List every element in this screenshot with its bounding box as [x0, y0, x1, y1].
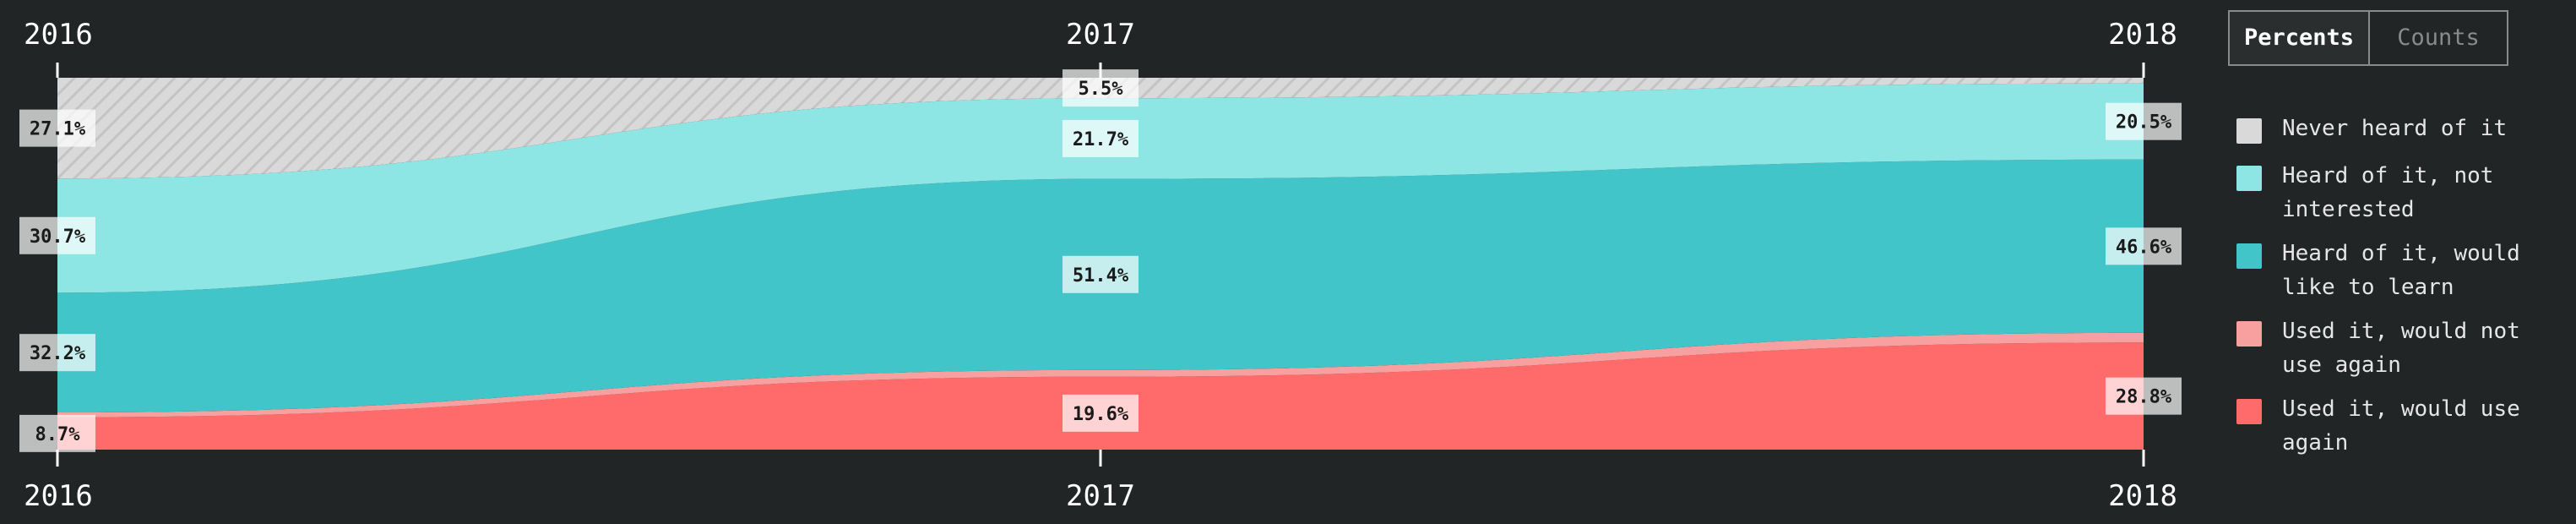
svg-text:32.2%: 32.2% [30, 343, 86, 364]
bottom-year-label-2018: 2018 [2108, 479, 2177, 513]
value-label: 46.6% [2106, 227, 2182, 265]
value-label: 21.7% [1062, 119, 1139, 157]
legend-swatch [2236, 118, 2262, 144]
legend-label: Heard of it, would like to learn [2282, 241, 2520, 300]
top-year-label-2017: 2017 [1066, 18, 1135, 52]
bottom-year-label-2017: 2017 [1066, 479, 1135, 513]
svg-text:30.7%: 30.7% [30, 227, 86, 248]
value-label: 20.5% [2106, 102, 2182, 140]
svg-text:27.1%: 27.1% [30, 119, 86, 140]
legend-swatch [2236, 243, 2262, 269]
legend-item-would-use-again[interactable]: Used it, would use again [2236, 392, 2569, 460]
legend-swatch [2236, 166, 2262, 191]
value-label: 28.8% [2106, 377, 2182, 415]
legend-item-would-like-to-learn[interactable]: Heard of it, would like to learn [2236, 237, 2569, 304]
value-label: 27.1% [19, 109, 95, 147]
svg-text:20.5%: 20.5% [2116, 112, 2172, 134]
legend-label: Used it, would use again [2282, 396, 2520, 456]
value-label: 32.2% [19, 334, 95, 372]
svg-text:46.6%: 46.6% [2116, 237, 2172, 258]
svg-text:8.7%: 8.7% [35, 424, 81, 445]
counts-toggle-button[interactable]: Counts [2368, 12, 2507, 64]
svg-text:51.4%: 51.4% [1073, 265, 1129, 287]
svg-text:28.8%: 28.8% [2116, 387, 2172, 408]
legend-label: Never heard of it [2282, 116, 2508, 141]
legend-item-would-not-use-again[interactable]: Used it, would not use again [2236, 314, 2569, 382]
value-label: 30.7% [19, 216, 95, 254]
area-heard-of-it-not-interested[interactable] [57, 83, 2144, 293]
svg-text:21.7%: 21.7% [1073, 129, 1129, 150]
value-label: 51.4% [1062, 255, 1139, 293]
legend-item-never-heard[interactable]: Never heard of it [2236, 112, 2569, 145]
percents-toggle-button[interactable]: Percents [2230, 12, 2368, 64]
legend-swatch [2236, 321, 2262, 347]
legend-label: Used it, would not use again [2282, 319, 2520, 378]
value-label: 8.7% [19, 414, 95, 452]
legend-label: Heard of it, not interested [2282, 163, 2494, 222]
view-toggle: Percents Counts [2228, 10, 2508, 66]
area-never-heard-of-it[interactable] [57, 78, 2144, 179]
legend-swatch [2236, 399, 2262, 424]
svg-text:19.6%: 19.6% [1073, 404, 1129, 425]
top-year-label-2018: 2018 [2108, 18, 2177, 52]
value-label: 5.5% [1062, 69, 1139, 107]
bottom-year-label-2016: 2016 [24, 479, 93, 513]
legend-item-not-interested[interactable]: Heard of it, not interested [2236, 159, 2569, 227]
top-year-label-2016: 2016 [24, 18, 93, 52]
area-used-it-would-not-use-again[interactable] [57, 332, 2144, 418]
svg-text:5.5%: 5.5% [1079, 79, 1124, 100]
value-label: 19.6% [1062, 394, 1139, 432]
